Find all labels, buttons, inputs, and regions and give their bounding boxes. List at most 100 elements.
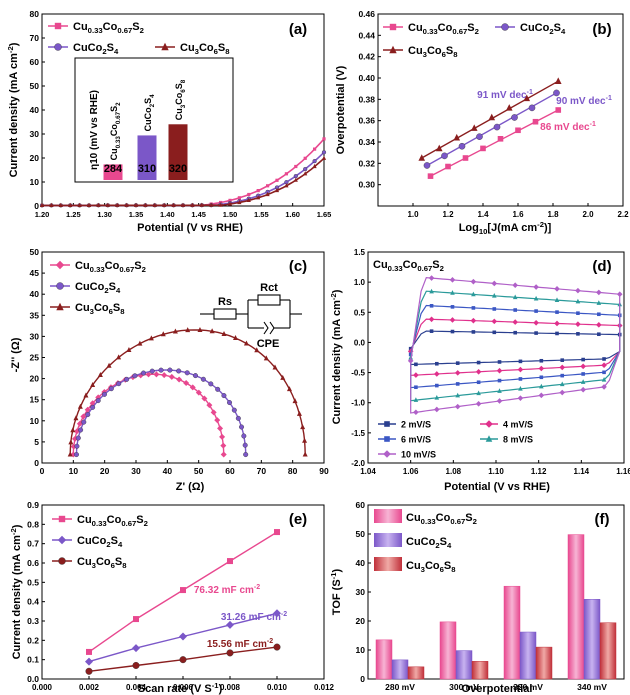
panel-d-point [435, 383, 439, 388]
panel-e-legend-1-label-part: S [111, 535, 118, 547]
panel-a-legend-0-label-part: Co [103, 21, 118, 33]
panel-c-point [235, 415, 241, 421]
panel-b-annotation-part: -1 [606, 95, 612, 102]
panel-d-point [554, 320, 560, 327]
panel-d-point [512, 294, 518, 300]
panel-d-point [538, 365, 545, 372]
panel-c-legend-2-label-part: 8 [120, 307, 125, 316]
panel-b-point [488, 113, 496, 121]
panel-a-xtick-label: 1.60 [285, 210, 300, 219]
panel-c-point [292, 398, 298, 404]
panel-e-point [132, 644, 140, 653]
panel-c-xtick-label: 50 [194, 466, 204, 476]
panel-c-point [231, 407, 237, 413]
panel-c-point [172, 328, 178, 334]
panel-d-ytick-label: 1.5 [354, 248, 366, 257]
panel-c-point [220, 451, 227, 458]
panel-e-legend-2-marker [58, 557, 66, 565]
panel-c-legend-0-label: Cu0.33Co0.67S2 [75, 260, 146, 274]
panel-a-legend-0-label-part: 2 [140, 26, 144, 35]
panel-d-point [450, 329, 455, 334]
panel-e-point [179, 656, 187, 664]
panel-c-point [280, 374, 286, 380]
panel-b-xlabel: Log10[J(mA cm-2)] [459, 220, 552, 236]
panel-d-legend-label: 2 mV/S [401, 420, 431, 430]
panel-d-point [491, 318, 498, 325]
panel-d-point [539, 358, 544, 363]
panel-d-ytick-label: -2.0 [351, 459, 365, 468]
panel-e-xtick-label: 0.006 [173, 683, 194, 692]
panel-f-legend-swatch [374, 533, 402, 547]
panel-d-point [581, 372, 585, 376]
panel-d-point [575, 287, 581, 294]
panel-c-ytick-label: 50 [30, 247, 40, 257]
panel-a-point [313, 147, 317, 151]
panel-e-xlabel-part: ) [219, 683, 223, 695]
panel-a-inset-ylabel: η10 (mV vs RHE) [89, 90, 100, 170]
circuit-rs-label: Rs [218, 296, 232, 308]
panel-a-inset-bar-label: Cu0.33Co0.67S2 [109, 102, 122, 161]
panel-b-tag: (b) [592, 21, 611, 38]
panel-b-legend-0-label-part: 0.67 [452, 27, 467, 36]
panel-d-point [518, 359, 523, 364]
panel-d-xtick-label: 1.14 [574, 467, 590, 476]
cpe-symbol [269, 321, 275, 335]
panel-d-point [512, 282, 518, 289]
panel-d-xtick-label: 1.04 [360, 467, 376, 476]
panel-a-legend-2-label: Cu3Co6S8 [180, 42, 230, 56]
panel-a-point [152, 202, 157, 207]
panel-d-point [476, 380, 481, 385]
panel-b-annotation: 90 mV dec-1 [556, 95, 612, 107]
panel-c-point [74, 443, 80, 449]
panel-c-arc [72, 373, 225, 455]
panel-c-legend-1-label-part: CuCo [75, 281, 105, 293]
panel-a-xtick-label: 1.45 [191, 210, 206, 219]
panel-b-point [493, 123, 501, 131]
panel-d-point [601, 362, 607, 369]
panel-d-point [476, 360, 481, 365]
panel-a-ylabel-part: Current density (mA cm [8, 53, 20, 178]
panel-d-title-part: S [432, 259, 439, 271]
panel-a-ytick-label: 10 [30, 177, 40, 187]
panel-e-legend-0-label-part: Co [107, 514, 122, 526]
panel-b-legend-1-label-part: S [554, 22, 561, 34]
panel-e-point [180, 587, 186, 594]
panel-c-point [286, 386, 292, 392]
panel-a-ytick-label: 30 [30, 129, 40, 139]
panel-a-inset-bar-label-part: 2 [115, 102, 122, 106]
panel-c-xtick-label: 70 [257, 466, 267, 476]
panel-e-ylabel: Current density (mA cm-2) [9, 524, 23, 659]
panel-d-point [470, 278, 477, 285]
panel-c-legend-1-marker [56, 282, 64, 290]
panel-f-xtick-label: 340 mV [577, 682, 607, 692]
panel-c-legend-2-label-part: Cu [75, 302, 90, 314]
panel-d-ytick-label: 0.5 [354, 308, 366, 317]
panel-f-xtick-label: 320 mV [513, 682, 543, 692]
panel-b-legend-0-label-part: Cu [408, 22, 423, 34]
panel-e-xlabel-part: Scan rate (V S [138, 683, 212, 695]
panel-c-point [302, 437, 308, 443]
panel-b-frame [377, 13, 624, 207]
panel-a-inset-ylabel-part: η10 (mV vs RHE) [89, 90, 100, 170]
panel-a-ytick-label: 40 [30, 105, 40, 115]
panel-f-bar [567, 534, 585, 680]
panel-d-cv-loop [410, 304, 621, 389]
panel-d-point [414, 362, 418, 367]
panel-f-legend-label-part: CuCo [406, 536, 436, 548]
panel-a-point [228, 198, 232, 202]
panel-d-point [576, 311, 580, 315]
panel-b-legend-0-label-part: 2 [475, 27, 479, 36]
panel-f-legend-label-part: 0.33 [421, 517, 436, 526]
panel-c-point [90, 404, 96, 410]
panel-d-ytick-label: 0.0 [354, 338, 366, 347]
panel-f-bar [375, 639, 393, 680]
panel-d-ytick-label: -1.5 [351, 429, 365, 438]
panel-b-point [418, 154, 426, 161]
panel-f-legend-label: Cu3Co6S8 [406, 560, 456, 574]
panel-e-legend-0-label-part: Cu [77, 514, 92, 526]
panel-e-point [274, 529, 280, 536]
panel-a-point [321, 155, 327, 160]
panel-d-ytick-label: -1.0 [351, 399, 365, 408]
panel-a-inset-bar-label-part: 6 [180, 89, 187, 93]
panel-b-point [555, 107, 562, 113]
